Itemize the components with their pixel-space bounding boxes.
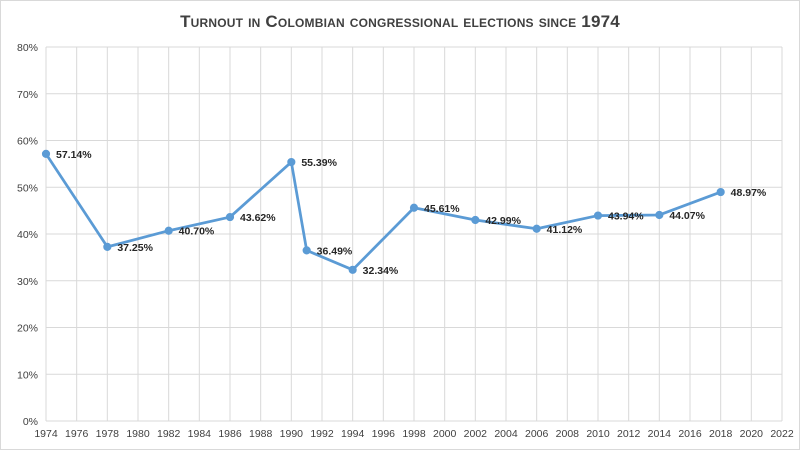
x-tick-label: 1978 [96, 428, 120, 440]
x-tick-label: 1990 [280, 428, 304, 440]
x-tick-label: 1976 [65, 428, 89, 440]
x-tick-label: 2022 [770, 428, 794, 440]
data-label-2018: 48.97% [731, 187, 767, 199]
x-tick-label: 2016 [678, 428, 702, 440]
data-label-2010: 43.94% [608, 211, 644, 223]
data-label-1974: 57.14% [56, 149, 92, 161]
data-label-1982: 40.70% [179, 226, 215, 238]
data-point-1998 [409, 203, 419, 212]
x-tick-label: 2008 [556, 428, 580, 440]
data-label-1994: 32.34% [363, 265, 399, 277]
chart-title: Turnout in Colombian congressional elect… [180, 12, 620, 31]
data-point-1990 [287, 157, 296, 167]
series [41, 149, 725, 274]
data-label-2014: 44.07% [669, 210, 705, 222]
x-tick-label: 1982 [157, 428, 181, 440]
x-tick-label: 2014 [648, 428, 672, 440]
data-label-1990: 55.39% [301, 157, 337, 169]
data-label-1978: 37.25% [117, 242, 153, 254]
data-point-1986 [225, 212, 235, 222]
data-point-2002 [471, 215, 480, 225]
data-label-2002: 42.99% [485, 215, 521, 227]
data-label-1991: 36.49% [317, 245, 353, 257]
axes: 1974 1976 1978 1980 1982 1984 1986 1988 1990 1992… [17, 42, 794, 440]
y-tick-label: 10% [17, 369, 38, 381]
y-tick-label: 30% [17, 276, 38, 288]
x-tick-label: 1998 [402, 428, 426, 440]
y-tick-label: 20% [17, 323, 38, 335]
x-tick-label: 2010 [586, 428, 610, 440]
x-tick-label: 2018 [709, 428, 733, 440]
data-point-2006 [532, 224, 541, 233]
data-label-2006: 41.12% [547, 224, 583, 236]
x-tick-label: 1992 [310, 428, 334, 440]
x-tick-label: 2020 [740, 428, 764, 440]
x-tick-label: 1986 [218, 428, 242, 440]
y-tick-label: 60% [17, 136, 38, 148]
x-tick-label: 2006 [525, 428, 549, 440]
x-tick-label: 1996 [372, 428, 396, 440]
data-point-1991 [302, 246, 311, 255]
data-labels: 57.14% 37.25% 40.70% 43.62% 55.39% 36.49% 32.3… [56, 149, 767, 277]
y-tick-label: 70% [17, 89, 38, 101]
y-tick-label: 0% [23, 416, 38, 428]
data-label-1986: 43.62% [240, 212, 276, 224]
y-tick-label: 40% [17, 229, 38, 241]
data-point-1982 [164, 226, 173, 235]
x-tick-label: 2004 [494, 428, 518, 440]
data-point-1974 [41, 149, 51, 158]
x-tick-label: 1984 [188, 428, 212, 440]
x-tick-label: 2002 [464, 428, 488, 440]
data-point-2014 [655, 210, 664, 220]
y-tick-label: 80% [17, 42, 38, 54]
gridlines [45, 46, 783, 422]
x-tick-label: 2012 [617, 428, 641, 440]
data-point-2018 [716, 187, 725, 197]
x-tick-label: 2000 [433, 428, 457, 440]
x-tick-label: 1974 [34, 428, 58, 440]
data-point-2010 [593, 211, 603, 220]
x-tick-label: 1994 [341, 428, 365, 440]
data-label-1998: 45.61% [424, 203, 460, 215]
data-point-1994 [348, 265, 357, 274]
data-point-1978 [103, 242, 112, 251]
x-tick-label: 1980 [126, 428, 150, 440]
x-tick-label: 1988 [249, 428, 273, 440]
y-tick-label: 50% [17, 182, 38, 194]
